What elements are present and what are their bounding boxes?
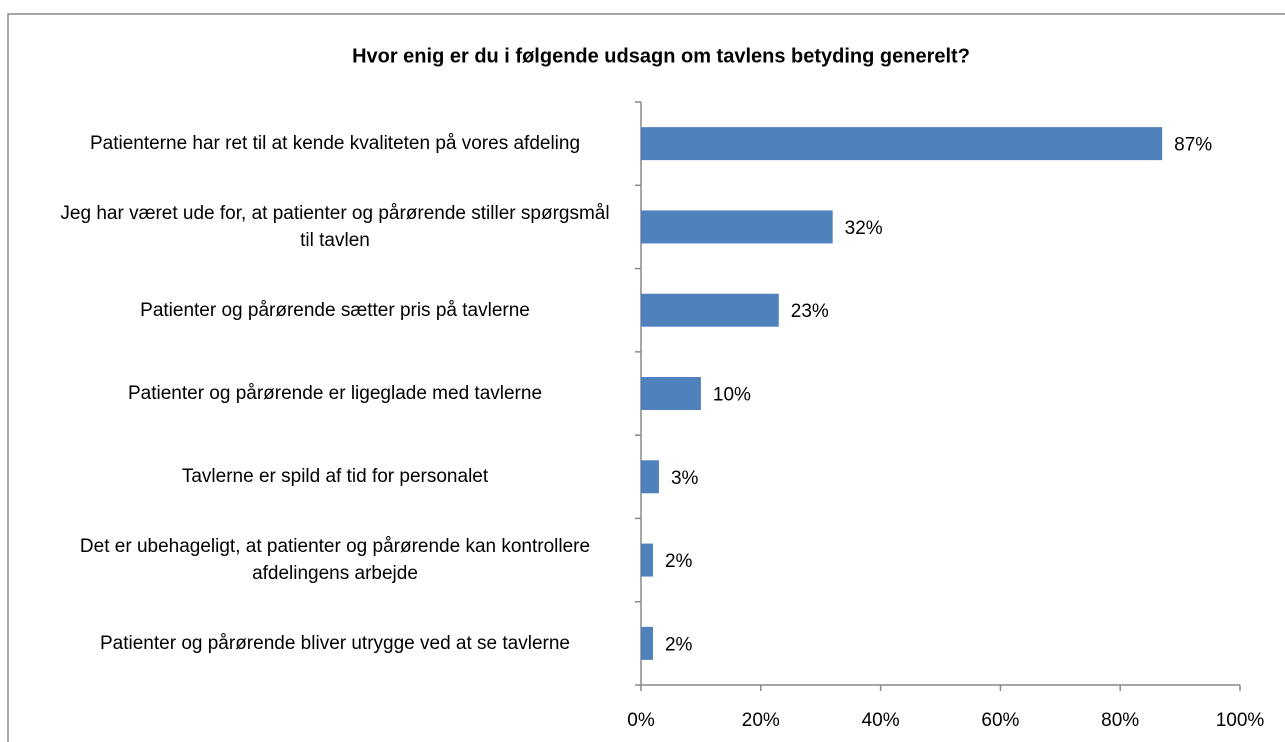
category-label: Tavlerne er spild af tid for personalet	[181, 466, 489, 488]
category-label: Patienterne har ret til at kende kvalite…	[89, 133, 581, 155]
bar	[641, 210, 833, 244]
category-label: Jeg har været ude for, at patienter og p…	[60, 202, 610, 251]
value-label: 32%	[845, 218, 883, 239]
category-label: Patienter og pårørende sætter pris på ta…	[140, 299, 530, 321]
chart-title: Hvor enig er du i følgende udsagn om tav…	[352, 45, 970, 67]
bar	[641, 460, 659, 494]
category-label: Patienter og pårørende bliver utrygge ve…	[100, 632, 570, 654]
value-label: 2%	[665, 634, 693, 655]
value-label: 2%	[665, 551, 693, 572]
category-label: Patienter og pårørende er ligeglade med …	[127, 382, 543, 404]
bar	[641, 293, 779, 327]
category-label: Det er ubehageligt, at patienter og pårø…	[79, 536, 591, 585]
value-label: 87%	[1174, 135, 1212, 156]
x-tick-label: 100%	[1216, 710, 1265, 731]
x-tick-label: 60%	[981, 710, 1019, 731]
value-label: 3%	[671, 468, 699, 489]
value-label: 10%	[713, 385, 751, 406]
x-tick-label: 0%	[627, 710, 655, 731]
x-tick-label: 80%	[1101, 710, 1139, 731]
bar	[641, 626, 653, 660]
value-label: 23%	[791, 301, 829, 322]
x-tick-label: 40%	[862, 710, 900, 731]
x-tick-label: 20%	[742, 710, 780, 731]
bar	[641, 127, 1163, 161]
bar	[641, 543, 653, 577]
bar	[641, 377, 701, 410]
